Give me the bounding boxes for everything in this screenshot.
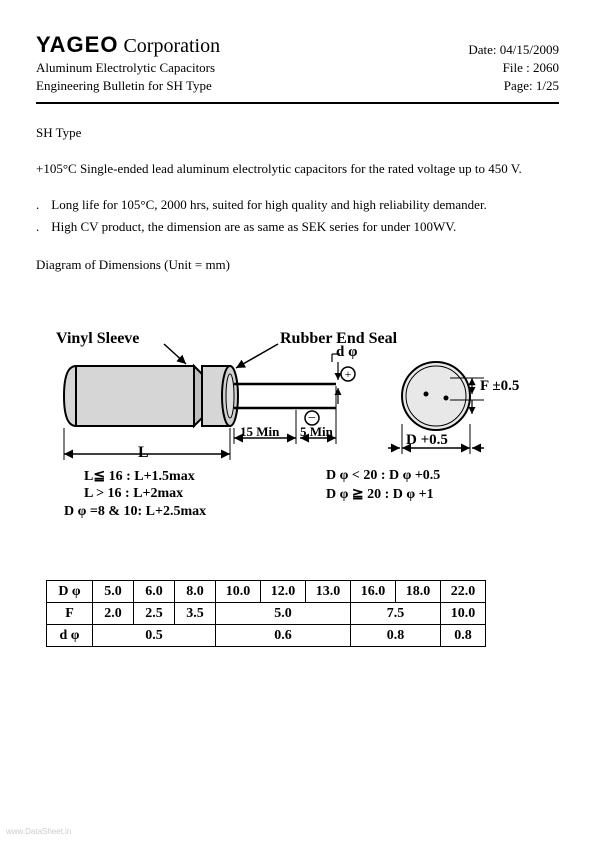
cell: 10.0 [441, 603, 486, 625]
cell: 16.0 [351, 581, 396, 603]
note-L1: L≦ 16 : L+1.5max [84, 468, 195, 485]
bullet-2: High CV product, the dimension are as sa… [51, 219, 456, 234]
row-label-d: d φ [47, 625, 93, 647]
cell: 2.0 [93, 603, 134, 625]
type-title: SH Type [36, 122, 559, 144]
note-L3: D φ =8 & 10: L+2.5max [64, 504, 206, 520]
watermark: www.DataSheet.in [6, 827, 71, 836]
bullet-1: Long life for 105°C, 2000 hrs, suited fo… [51, 197, 487, 212]
cell: 12.0 [261, 581, 306, 603]
company-rest: Corporation [123, 35, 220, 57]
file-label: File : 2060 [503, 60, 559, 76]
table-row: d φ 0.50.60.80.8 [47, 625, 486, 647]
cell: 2.5 [134, 603, 175, 625]
header-date: Date: 04/15/2009 [468, 42, 559, 58]
company-name: YAGEO Corporation [36, 32, 220, 58]
note-D1: D φ < 20 : D φ +0.5 [326, 468, 440, 484]
header-row: YAGEO Corporation Date: 04/15/2009 [36, 32, 559, 58]
body-text: SH Type +105°C Single-ended lead aluminu… [36, 122, 559, 276]
cell: 0.5 [93, 625, 216, 647]
page-container: YAGEO Corporation Date: 04/15/2009 Alumi… [0, 0, 595, 647]
dimensions-table: D φ 5.0 6.0 8.0 10.0 12.0 13.0 16.0 18.0… [46, 580, 486, 647]
cell: 7.5 [351, 603, 441, 625]
diagram-area: + − [36, 316, 556, 576]
note-L2: L > 16 : L+2max [84, 486, 183, 502]
note-D2: D φ ≧ 20 : D φ +1 [326, 486, 434, 503]
cell: 0.8 [441, 625, 486, 647]
header-rule [36, 102, 559, 104]
bullet-dot-1: . [36, 194, 48, 216]
label-L: L [138, 444, 149, 462]
label-D: D +0.5 [406, 432, 448, 449]
cell: 3.5 [175, 603, 216, 625]
sub-header-row-1: Aluminum Electrolytic Capacitors File : … [36, 60, 559, 76]
table-row: D φ 5.0 6.0 8.0 10.0 12.0 13.0 16.0 18.0… [47, 581, 486, 603]
svg-text:+: + [345, 367, 352, 381]
cell: 0.6 [216, 625, 351, 647]
intro-text: +105°C Single-ended lead aluminum electr… [36, 158, 559, 180]
subtitle2: Engineering Bulletin for SH Type [36, 78, 212, 94]
sub-header-row-2: Engineering Bulletin for SH Type Page: 1… [36, 78, 559, 94]
label-dphi: d φ [336, 344, 357, 361]
cell: 10.0 [216, 581, 261, 603]
bullet-dot-2: . [36, 216, 48, 238]
cell: 8.0 [175, 581, 216, 603]
label-15min: 15 Min [240, 424, 279, 440]
cell: 6.0 [134, 581, 175, 603]
cell: 18.0 [396, 581, 441, 603]
row-label-D: D φ [47, 581, 93, 603]
cell: 22.0 [441, 581, 486, 603]
label-vinyl-sleeve: Vinyl Sleeve [56, 330, 139, 348]
label-F: F ±0.5 [480, 378, 519, 395]
diagram-title: Diagram of Dimensions (Unit = mm) [36, 254, 559, 276]
cell: 13.0 [306, 581, 351, 603]
subtitle1: Aluminum Electrolytic Capacitors [36, 60, 215, 76]
table-row: F 2.02.53.55.07.510.0 [47, 603, 486, 625]
cell: 5.0 [216, 603, 351, 625]
cell: 0.8 [351, 625, 441, 647]
diagram-svg: + − [36, 316, 556, 576]
company-bold: YAGEO [36, 32, 118, 57]
bullet-1-row: . Long life for 105°C, 2000 hrs, suited … [36, 194, 559, 216]
row-label-F: F [47, 603, 93, 625]
bullet-2-row: . High CV product, the dimension are as … [36, 216, 559, 238]
label-5min: 5 Min [300, 424, 333, 440]
page-label: Page: 1/25 [504, 78, 559, 94]
cell: 5.0 [93, 581, 134, 603]
